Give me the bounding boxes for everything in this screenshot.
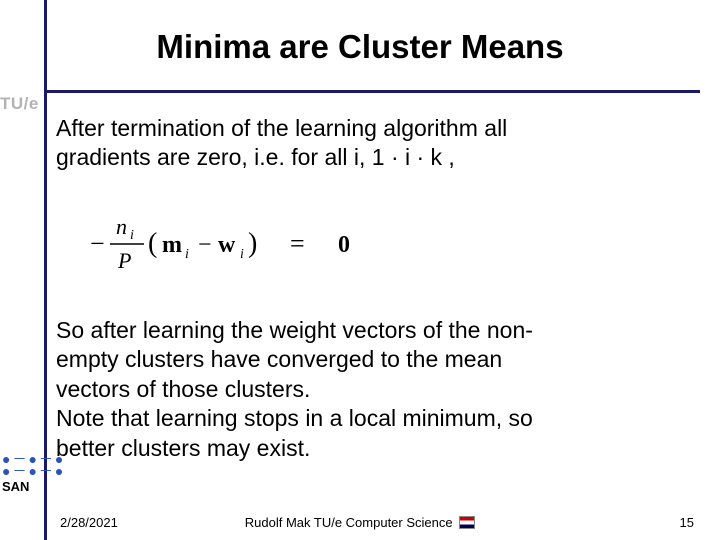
footer-author: Rudolf Mak TU/e Computer Science bbox=[0, 515, 720, 530]
tue-logo-text: TU/e bbox=[0, 94, 39, 114]
eq-wi-sub: i bbox=[240, 247, 244, 262]
footer-author-text: Rudolf Mak TU/e Computer Science bbox=[245, 515, 453, 530]
slide-title: Minima are Cluster Means bbox=[0, 28, 720, 66]
eq-w: w bbox=[218, 232, 236, 258]
eq-rparen: ) bbox=[248, 228, 257, 259]
title-underline bbox=[46, 90, 700, 93]
san-logo: ●－●－● ●－●－● SAN bbox=[2, 453, 65, 494]
para2-line5: better clusters may exist. bbox=[56, 435, 310, 461]
footer-page: 15 bbox=[680, 515, 694, 530]
eq-n: n bbox=[116, 214, 127, 239]
footer: 2/28/2021 Rudolf Mak TU/e Computer Scien… bbox=[0, 506, 720, 530]
eq-mi-sub: i bbox=[185, 247, 189, 262]
eq-m: m bbox=[162, 232, 182, 258]
san-dots-bot: ●－●－● bbox=[2, 465, 65, 477]
flag-icon bbox=[459, 516, 475, 529]
para2-line3: vectors of those clusters. bbox=[56, 376, 310, 402]
eq-zero: 0 bbox=[338, 232, 350, 258]
equation: − n i P ( m i − w i ) = 0 bbox=[90, 210, 450, 285]
eq-P: P bbox=[117, 248, 131, 273]
para2-line2: empty clusters have converged to the mea… bbox=[56, 346, 502, 372]
para2-line4: Note that learning stops in a local mini… bbox=[56, 405, 533, 431]
eq-inner-minus: − bbox=[198, 232, 212, 258]
para1-line1: After termination of the learning algori… bbox=[56, 115, 507, 141]
san-label: SAN bbox=[2, 479, 65, 494]
eq-ni-sub: i bbox=[130, 228, 134, 243]
paragraph-2: So after learning the weight vectors of … bbox=[56, 316, 690, 463]
eq-minus: − bbox=[90, 229, 105, 258]
para2-line1: So after learning the weight vectors of … bbox=[56, 317, 533, 343]
eq-equals: = bbox=[290, 229, 305, 258]
paragraph-1: After termination of the learning algori… bbox=[56, 114, 690, 173]
slide-root: Minima are Cluster Means TU/e After term… bbox=[0, 0, 720, 540]
para1-line2: gradients are zero, i.e. for all i, 1 · … bbox=[56, 144, 455, 170]
eq-lparen: ( bbox=[148, 228, 157, 259]
equation-svg: − n i P ( m i − w i ) = 0 bbox=[90, 210, 450, 280]
